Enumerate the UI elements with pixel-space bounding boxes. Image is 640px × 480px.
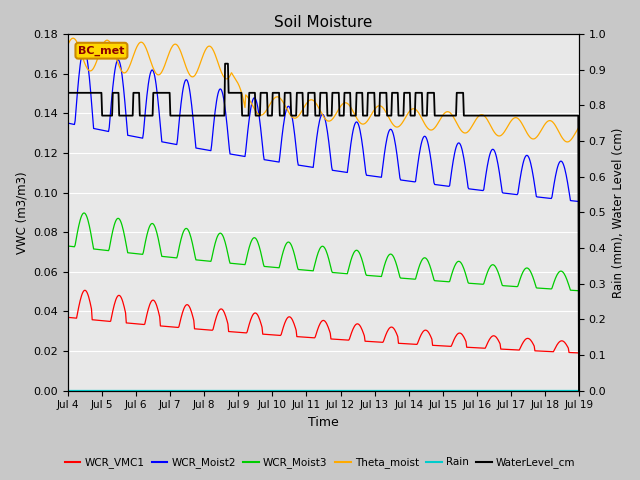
Legend: WCR_VMC1, WCR_Moist2, WCR_Moist3, Theta_moist, Rain, WaterLevel_cm: WCR_VMC1, WCR_Moist2, WCR_Moist3, Theta_…	[60, 453, 580, 472]
Y-axis label: Rain (mm), Water Level (cm): Rain (mm), Water Level (cm)	[612, 127, 625, 298]
Title: Soil Moisture: Soil Moisture	[275, 15, 372, 30]
X-axis label: Time: Time	[308, 416, 339, 429]
Y-axis label: VWC (m3/m3): VWC (m3/m3)	[15, 171, 28, 253]
Text: BC_met: BC_met	[78, 46, 125, 56]
